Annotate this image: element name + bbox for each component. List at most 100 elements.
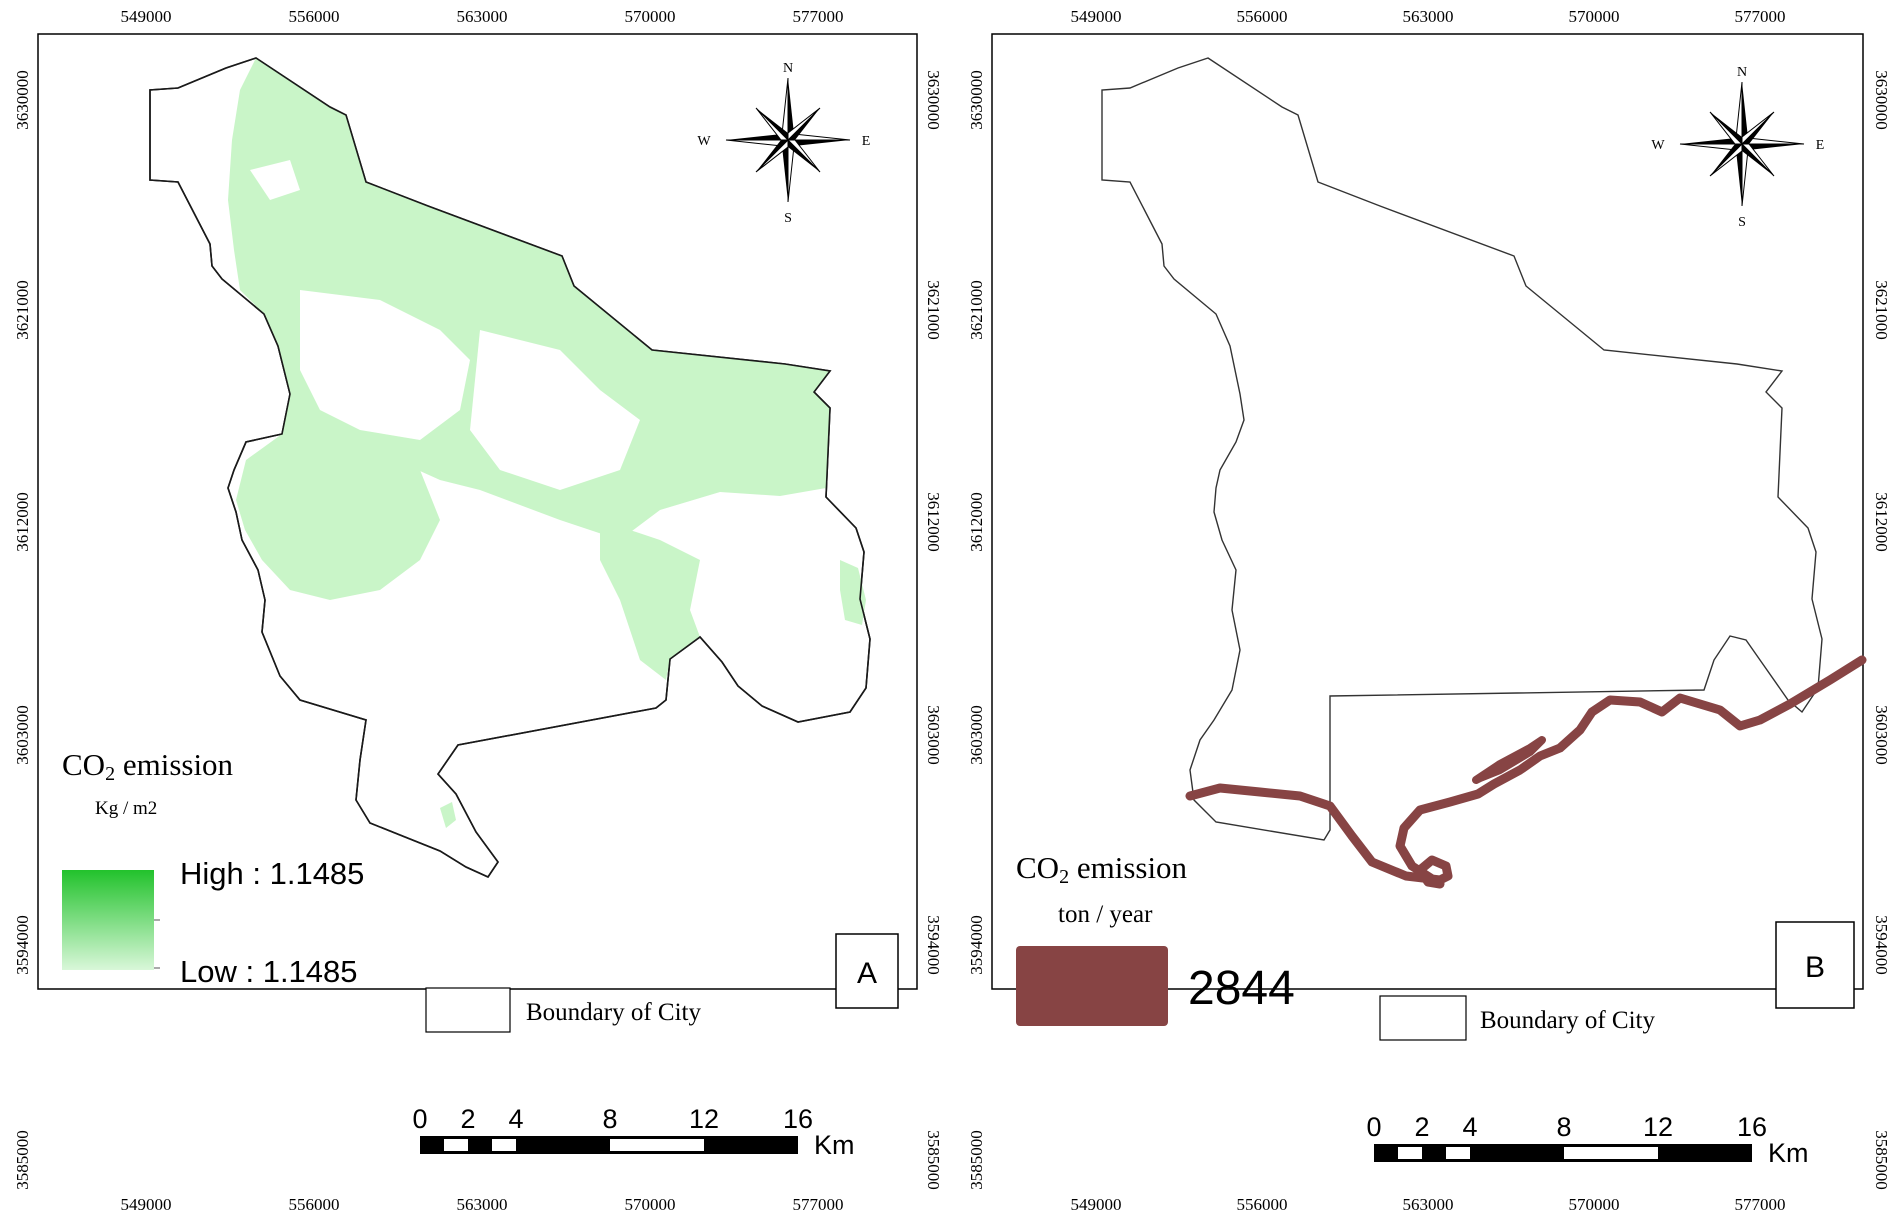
scale-bar-base: [1374, 1144, 1752, 1162]
x-tick-label: 556000: [289, 7, 340, 26]
scale-label: 4: [508, 1104, 523, 1134]
y-tick-label: 3612000: [1872, 492, 1891, 552]
emission-zone-southeast: [840, 560, 866, 625]
x-tick-label: 563000: [457, 7, 508, 26]
x-tick-label: 549000: [1071, 7, 1122, 26]
legend-b: CO2 emission ton / year 2844 Boundary of…: [1016, 850, 1655, 1041]
x-axis-top-a: 549000 556000 563000 570000 577000: [121, 7, 844, 26]
compass-west: W: [1651, 138, 1665, 153]
legend-value-label: 2844: [1188, 962, 1295, 1015]
scale-label: 4: [1462, 1112, 1477, 1142]
y-axis-right-a: 3630000 3621000 3612000 3603000 3594000 …: [924, 70, 943, 1190]
scale-bar-segment: [492, 1139, 516, 1151]
scale-bar-segment: [1398, 1147, 1422, 1159]
scale-bar-segment: [1564, 1147, 1658, 1159]
legend-title-rest: emission: [1069, 850, 1187, 885]
x-tick-label: 577000: [793, 1195, 844, 1212]
legend-color-swatch: [1016, 946, 1168, 1026]
road-loop: [1472, 736, 1546, 784]
legend-title: CO2 emission: [1016, 850, 1188, 888]
y-tick-label: 3603000: [13, 705, 32, 765]
x-axis-top-b: 549000 556000 563000 570000 577000: [1071, 7, 1786, 26]
scale-unit: Km: [1768, 1138, 1809, 1168]
y-tick-label: 3612000: [967, 492, 986, 552]
y-tick-label: 3594000: [13, 915, 32, 975]
x-tick-label: 563000: [1403, 7, 1454, 26]
scale-label: 8: [602, 1104, 617, 1134]
x-tick-label: 577000: [793, 7, 844, 26]
emission-zone-west: [236, 394, 440, 600]
y-axis-right-b: 3630000 3621000 3612000 3603000 3594000 …: [1872, 70, 1891, 1190]
y-tick-label: 3630000: [13, 70, 32, 130]
scale-bar-segment: [1446, 1147, 1470, 1159]
x-tick-label: 570000: [1569, 1195, 1620, 1212]
emission-zone-south: [600, 520, 700, 680]
legend-gradient-swatch: [62, 870, 154, 970]
x-tick-label: 570000: [625, 7, 676, 26]
x-tick-label: 549000: [121, 1195, 172, 1212]
scale-bar-segment: [444, 1139, 468, 1151]
legend-title-subscript: 2: [1059, 866, 1069, 888]
x-tick-label: 549000: [1071, 1195, 1122, 1212]
y-tick-label: 3630000: [967, 70, 986, 130]
legend-unit: ton / year: [1058, 901, 1153, 928]
scale-label: 2: [1414, 1112, 1429, 1142]
map-panel-b: 549000 556000 563000 570000 577000 54900…: [967, 7, 1891, 1212]
y-tick-label: 3621000: [13, 280, 32, 340]
y-tick-label: 3612000: [924, 492, 943, 552]
scale-label: 12: [1643, 1112, 1673, 1142]
x-tick-label: 556000: [289, 1195, 340, 1212]
legend-title-rest: emission: [115, 747, 233, 782]
scale-bar-a: 0 2 4 8 12 16 Km: [412, 1104, 854, 1160]
y-tick-label: 3585000: [967, 1130, 986, 1190]
map-frame-b: [991, 33, 1864, 990]
city-boundary-a-outline: [149, 57, 871, 879]
scale-label: 16: [1737, 1112, 1767, 1142]
y-tick-label: 3594000: [1872, 915, 1891, 975]
x-axis-bottom-b: 549000 556000 563000 570000 577000: [1071, 1195, 1786, 1212]
x-tick-label: 577000: [1735, 7, 1786, 26]
x-tick-label: 556000: [1237, 7, 1288, 26]
y-tick-label: 3612000: [13, 492, 32, 552]
y-tick-label: 3603000: [1872, 705, 1891, 765]
city-boundary-b: [1101, 57, 1823, 841]
scale-bar-b: 0 2 4 8 12 16 Km: [1366, 1112, 1808, 1168]
y-tick-label: 3621000: [967, 280, 986, 340]
x-tick-label: 570000: [625, 1195, 676, 1212]
compass-north: N: [1737, 65, 1747, 80]
y-tick-label: 3594000: [924, 915, 943, 975]
y-tick-label: 3630000: [1872, 70, 1891, 130]
scale-label: 0: [1366, 1112, 1381, 1142]
scale-label: 12: [689, 1104, 719, 1134]
compass-west: W: [697, 134, 711, 149]
scale-label: 8: [1556, 1112, 1571, 1142]
y-tick-label: 3630000: [924, 70, 943, 130]
north-arrow-icon: N S E W: [697, 61, 870, 226]
legend-title-co: CO: [1016, 850, 1059, 885]
x-tick-label: 570000: [1569, 7, 1620, 26]
legend-a: CO2 emission Kg / m2 High : 1.1485 Low :…: [62, 747, 701, 1033]
north-arrow-icon: N S E W: [1651, 65, 1824, 230]
panel-label-box-a: [835, 933, 899, 1009]
x-tick-label: 577000: [1735, 1195, 1786, 1212]
compass-east: E: [862, 134, 871, 149]
y-tick-label: 3585000: [13, 1130, 32, 1190]
y-axis-left-a: 3630000 3621000 3612000 3603000 3594000 …: [13, 70, 32, 1190]
legend-high-label: High : 1.1485: [180, 856, 364, 891]
map-panel-a: 549000 556000 563000 570000 577000 54900…: [13, 7, 943, 1212]
scale-label: 16: [783, 1104, 813, 1134]
x-tick-label: 556000: [1237, 1195, 1288, 1212]
white-clearing-1: [300, 290, 470, 440]
x-axis-bottom-a: 549000 556000 563000 570000 577000: [121, 1195, 844, 1212]
y-tick-label: 3621000: [1872, 280, 1891, 340]
scale-unit: Km: [814, 1130, 855, 1160]
y-tick-label: 3603000: [967, 705, 986, 765]
y-tick-label: 3621000: [924, 280, 943, 340]
boundary-legend-swatch: [425, 987, 511, 1033]
scale-bar-base: [420, 1136, 798, 1154]
legend-title-co: CO: [62, 747, 105, 782]
scale-bar-segment: [610, 1139, 704, 1151]
compass-south: S: [784, 211, 792, 226]
legend-low-label: Low : 1.1485: [180, 954, 358, 989]
